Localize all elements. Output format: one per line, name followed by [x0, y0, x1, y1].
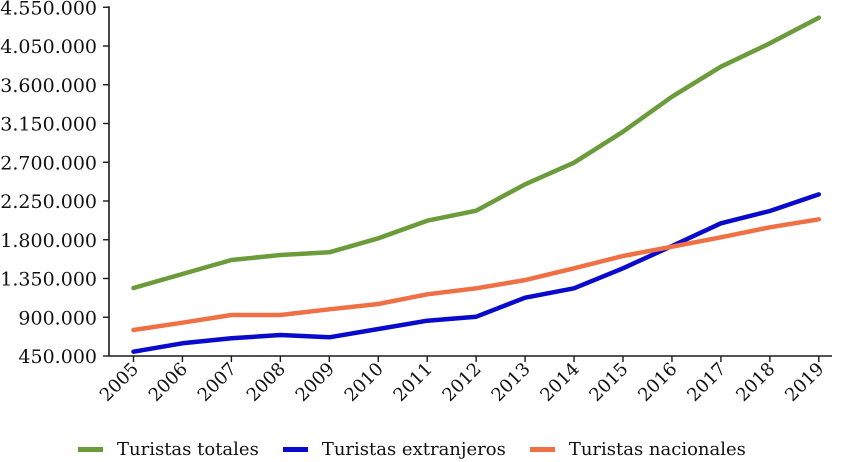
legend-item-turistas-nacionales: Turistas nacionales: [529, 438, 746, 460]
x-tick-label: 2010: [341, 359, 388, 406]
x-axis: 2005 2006 2007 2008 2009 2010 2011 2012 2013 2014…: [96, 355, 832, 406]
x-tick-label: 2006: [145, 359, 192, 406]
legend-item-turistas-extranjeros: Turistas extranjeros: [282, 438, 506, 460]
legend-item-turistas-totales: Turistas totales: [78, 439, 259, 460]
legend-swatch-green-icon: [78, 446, 103, 452]
y-tick-label: 4.050.000: [0, 36, 97, 58]
x-tick-label: 2008: [243, 359, 290, 406]
x-tick-label: 2013: [487, 359, 534, 406]
y-tick-label: 3.600.000: [0, 75, 97, 97]
legend-label: Turistas nacionales: [568, 438, 746, 460]
y-tick-label: 1.800.000: [0, 230, 97, 252]
x-tick-label: 2011: [389, 359, 436, 406]
legend-label: Turistas totales: [117, 438, 259, 460]
series-line-turistas-extranjeros: [131, 192, 822, 354]
x-tick-label: 2015: [585, 359, 632, 406]
y-tick-label: 3.150.000: [0, 114, 97, 136]
series-line-turistas-totales: [131, 15, 822, 291]
x-tick-label: 2005: [96, 359, 143, 406]
x-tick-label: 2019: [781, 359, 828, 406]
series-lines: [131, 15, 822, 354]
y-axis: 450.000 900.000 1.350.000 1.800.000 2.250.00…: [0, 0, 110, 368]
y-tick-label: 450.000: [18, 346, 97, 368]
x-tick-label: 2016: [634, 359, 681, 406]
y-tick-label: 900.000: [18, 307, 97, 329]
y-tick-label: 2.250.000: [0, 191, 97, 213]
x-tick-label: 2014: [536, 359, 583, 406]
y-tick-label: 1.350.000: [0, 269, 97, 291]
x-tick-label: 2007: [194, 359, 241, 406]
y-tick-label: 4.550.000: [0, 0, 97, 19]
series-line-turistas-nacionales: [131, 217, 822, 333]
x-tick-label: 2009: [292, 359, 339, 406]
x-tick-label: 2018: [732, 359, 779, 406]
x-tick-label: 2012: [438, 359, 485, 406]
x-tick-label: 2017: [683, 359, 730, 406]
legend: Turistas totales Turistas extranjeros Tu…: [78, 436, 770, 462]
legend-swatch-blue-icon: [282, 446, 308, 452]
legend-label: Turistas extranjeros: [321, 438, 506, 460]
y-tick-label: 2.700.000: [0, 152, 97, 174]
legend-swatch-orange-icon: [529, 446, 555, 452]
